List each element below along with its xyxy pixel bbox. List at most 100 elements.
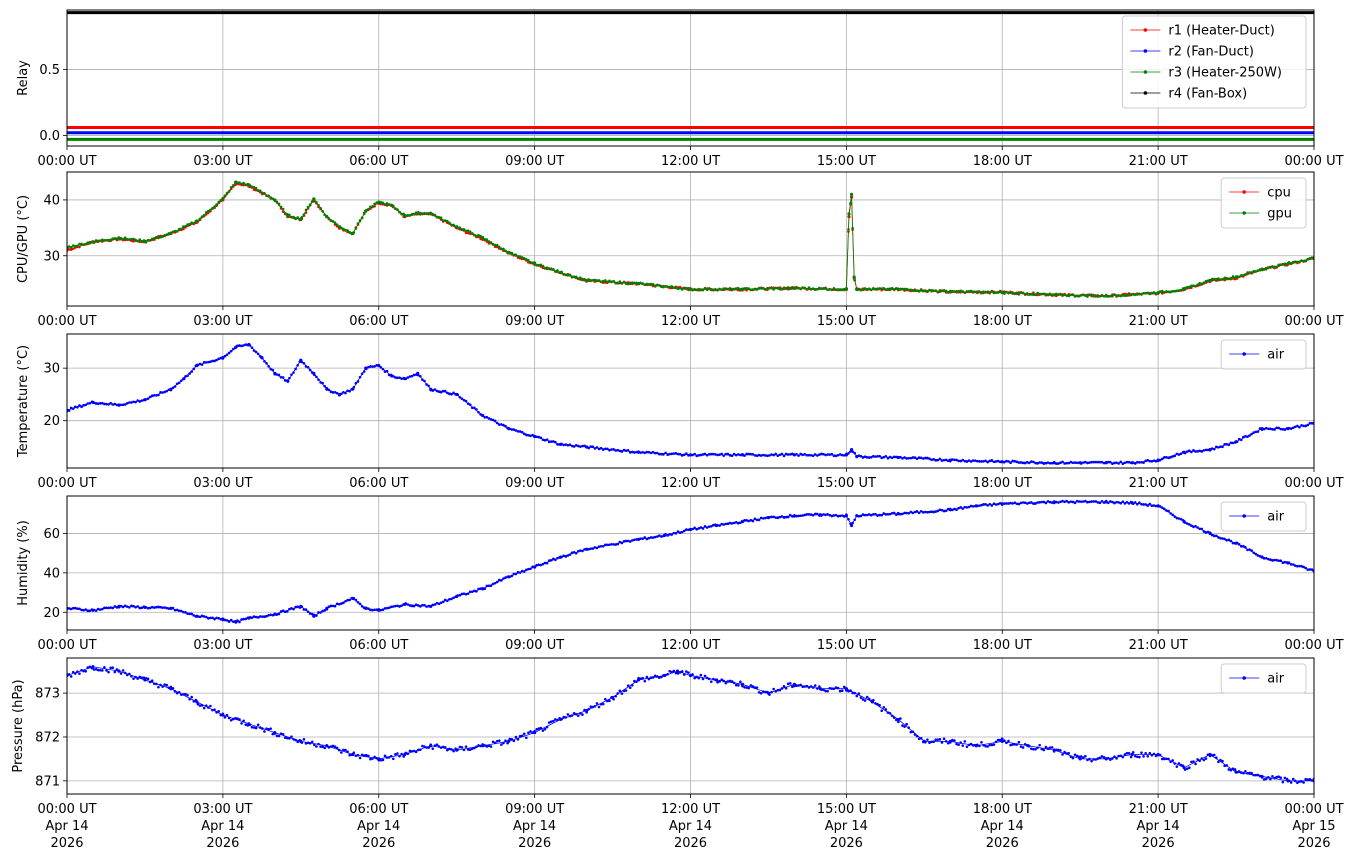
data-point — [959, 459, 962, 463]
data-point — [466, 402, 470, 405]
data-point — [815, 512, 819, 516]
data-point — [813, 288, 817, 291]
data-point — [1148, 502, 1152, 506]
data-point — [1013, 743, 1017, 746]
data-point — [901, 724, 904, 727]
data-point — [211, 616, 214, 620]
data-point — [421, 603, 424, 607]
data-point — [1179, 517, 1183, 521]
legend-label: air — [1267, 348, 1285, 363]
data-point — [774, 516, 778, 519]
data-point — [315, 614, 318, 617]
data-point — [250, 616, 254, 620]
data-point — [512, 428, 516, 431]
data-point — [822, 688, 825, 692]
data-point — [275, 734, 279, 738]
data-point — [435, 743, 439, 747]
x-tick-label: 18:00 UT — [973, 314, 1032, 329]
data-point — [1179, 288, 1183, 292]
data-point — [244, 617, 248, 621]
data-point — [358, 375, 362, 379]
data-point — [1000, 502, 1004, 506]
data-point — [103, 665, 106, 669]
data-point — [1042, 292, 1046, 296]
data-point — [277, 612, 281, 616]
data-point — [427, 746, 430, 749]
data-point — [633, 679, 636, 683]
data-point — [1005, 290, 1008, 294]
data-point — [175, 608, 179, 612]
data-point — [782, 684, 786, 688]
data-point — [676, 530, 680, 533]
data-point — [491, 418, 495, 422]
data-point — [822, 452, 825, 456]
data-point — [283, 212, 287, 215]
data-point — [184, 692, 187, 696]
data-point — [464, 592, 468, 596]
data-point — [155, 236, 158, 240]
data-point — [559, 555, 563, 559]
y-tick-label: 20 — [43, 414, 60, 429]
data-point — [938, 508, 942, 512]
data-point — [518, 255, 522, 258]
data-point — [1150, 292, 1154, 295]
data-point — [1071, 293, 1075, 296]
data-point — [1177, 762, 1181, 765]
data-point — [574, 275, 578, 279]
data-point — [584, 278, 589, 282]
data-point — [1221, 445, 1224, 449]
data-point — [525, 433, 528, 437]
data-point — [734, 287, 738, 290]
data-point — [250, 346, 254, 349]
data-point — [439, 601, 443, 605]
data-point — [290, 215, 293, 219]
x-tick-label: 06:00 UT — [349, 638, 408, 653]
data-point — [1100, 294, 1104, 297]
data-point — [658, 534, 661, 537]
data-point — [986, 460, 990, 464]
data-point — [159, 683, 162, 687]
data-point — [666, 285, 669, 289]
data-point — [443, 746, 447, 749]
data-point — [1215, 445, 1218, 449]
data-point — [766, 691, 771, 695]
data-point — [1239, 545, 1243, 548]
data-point — [636, 537, 641, 541]
data-point — [429, 387, 433, 391]
data-point — [398, 210, 401, 214]
data-point — [190, 612, 193, 616]
data-point — [849, 192, 854, 196]
data-point — [969, 460, 973, 463]
data-point — [1111, 757, 1114, 760]
data-point — [358, 756, 362, 760]
data-point — [888, 288, 892, 292]
data-point — [764, 454, 767, 457]
data-point — [138, 606, 142, 610]
data-point — [1065, 461, 1068, 465]
data-point — [932, 458, 935, 461]
data-point — [934, 738, 938, 741]
data-point — [175, 382, 179, 386]
data-point — [579, 712, 582, 715]
data-point — [1090, 460, 1093, 464]
data-point — [394, 207, 397, 210]
x-tick-label: 18:00 UT — [973, 638, 1032, 653]
data-point — [1119, 501, 1123, 505]
data-point — [128, 401, 131, 404]
data-point — [597, 705, 601, 709]
data-point — [1277, 559, 1280, 563]
data-point — [1086, 295, 1089, 298]
data-point — [182, 377, 186, 381]
data-point — [204, 615, 208, 619]
data-point — [541, 264, 545, 268]
data-point — [117, 403, 121, 407]
data-point — [614, 543, 617, 546]
data-point — [584, 445, 589, 449]
data-point — [649, 451, 653, 455]
data-point — [759, 287, 763, 290]
data-point — [1119, 294, 1123, 298]
data-point — [125, 401, 129, 405]
data-point — [608, 699, 611, 703]
data-point — [165, 233, 169, 237]
data-point — [1246, 271, 1249, 274]
